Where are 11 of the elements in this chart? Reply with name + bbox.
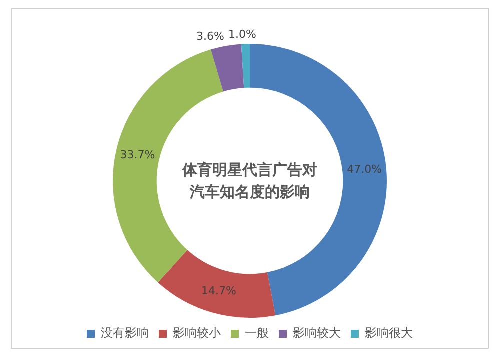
legend-label: 没有影响	[101, 326, 149, 340]
legend-label: 一般	[245, 326, 269, 340]
legend-label: 影响较小	[173, 326, 221, 340]
legend-label: 影响很大	[365, 326, 413, 340]
data-label: 14.7%	[201, 284, 236, 298]
data-label: 3.6%	[196, 30, 224, 44]
text: 体育明星代言广告对汽车知名度的影响	[182, 160, 318, 201]
data-label: 1.0%	[228, 28, 256, 41]
data-label: 33.7%	[120, 148, 156, 162]
legend-label: 影响较大	[293, 326, 341, 340]
data-label: 47.0%	[347, 163, 382, 176]
